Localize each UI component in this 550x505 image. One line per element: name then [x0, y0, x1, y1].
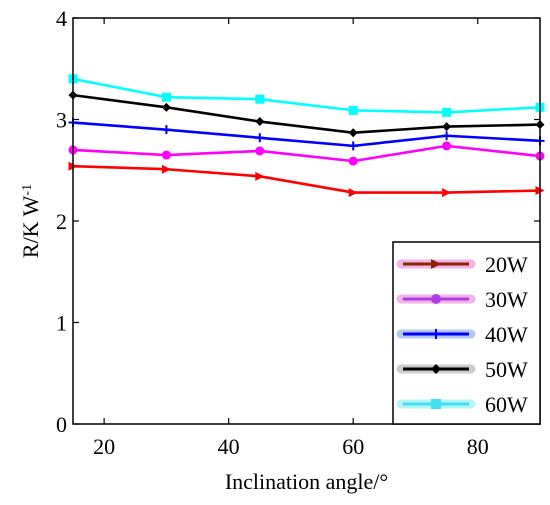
legend-label: 30W [485, 287, 528, 312]
legend-marker [431, 294, 441, 304]
data-point [348, 141, 358, 151]
series-line [72, 93, 541, 134]
y-axis-label-superscript: -1 [20, 184, 35, 196]
y-axis-label: R/K W-1 [18, 184, 43, 258]
series-line [72, 144, 541, 163]
legend-entry: 40W [396, 322, 528, 347]
data-point [255, 117, 265, 127]
data-point [348, 188, 358, 198]
data-point [442, 122, 452, 132]
data-point [161, 125, 171, 135]
legend-label: 40W [485, 322, 528, 347]
legend-marker [431, 399, 441, 409]
data-point [161, 164, 171, 174]
data-point [348, 128, 358, 138]
data-point [442, 141, 452, 151]
data-point [442, 131, 452, 141]
y-axis-label-base: R/K W [18, 195, 43, 258]
data-point [161, 150, 171, 160]
data-point [255, 94, 265, 104]
y-tick-label: 1 [56, 311, 67, 336]
series-20W [68, 161, 545, 198]
data-point [348, 105, 358, 115]
y-tick-label: 2 [56, 209, 67, 234]
y-tick-label: 3 [56, 108, 67, 133]
ticks-layer: 20 40 60 80 0 1 2 3 4 [56, 6, 540, 459]
x-axis-label: Inclination angle/° [225, 469, 388, 494]
legend-entry: 50W [396, 357, 528, 382]
data-point [161, 92, 171, 102]
data-point [442, 188, 452, 198]
series-layer [68, 74, 545, 198]
series-50W [68, 90, 545, 138]
series-line [72, 164, 541, 194]
data-point [255, 171, 265, 181]
y-tick-label: 0 [56, 412, 67, 437]
x-tick-label: 40 [218, 434, 240, 459]
legend-entry: 60W [396, 392, 528, 417]
legend: 20W 30W 40W 50W 60W [392, 241, 541, 425]
data-point [255, 133, 265, 143]
series-60W [68, 74, 545, 117]
series-40W [68, 118, 545, 151]
legend-label: 20W [485, 252, 528, 277]
x-tick-label: 60 [342, 434, 364, 459]
legend-marker [431, 329, 441, 339]
data-point [348, 156, 358, 166]
series-line [72, 77, 541, 114]
y-tick-label: 4 [56, 6, 67, 31]
legend-entry: 20W [396, 252, 528, 277]
legend-marker [431, 364, 441, 374]
legend-marker [431, 259, 441, 269]
x-tick-label: 80 [467, 434, 489, 459]
legend-label: 50W [485, 357, 528, 382]
data-point [161, 102, 171, 112]
legend-label: 60W [485, 392, 528, 417]
series-30W [68, 141, 545, 166]
x-tick-label: 20 [93, 434, 115, 459]
series-line [72, 121, 541, 148]
data-point [255, 146, 265, 156]
legend-entry: 30W [396, 287, 528, 312]
data-point [442, 107, 452, 117]
